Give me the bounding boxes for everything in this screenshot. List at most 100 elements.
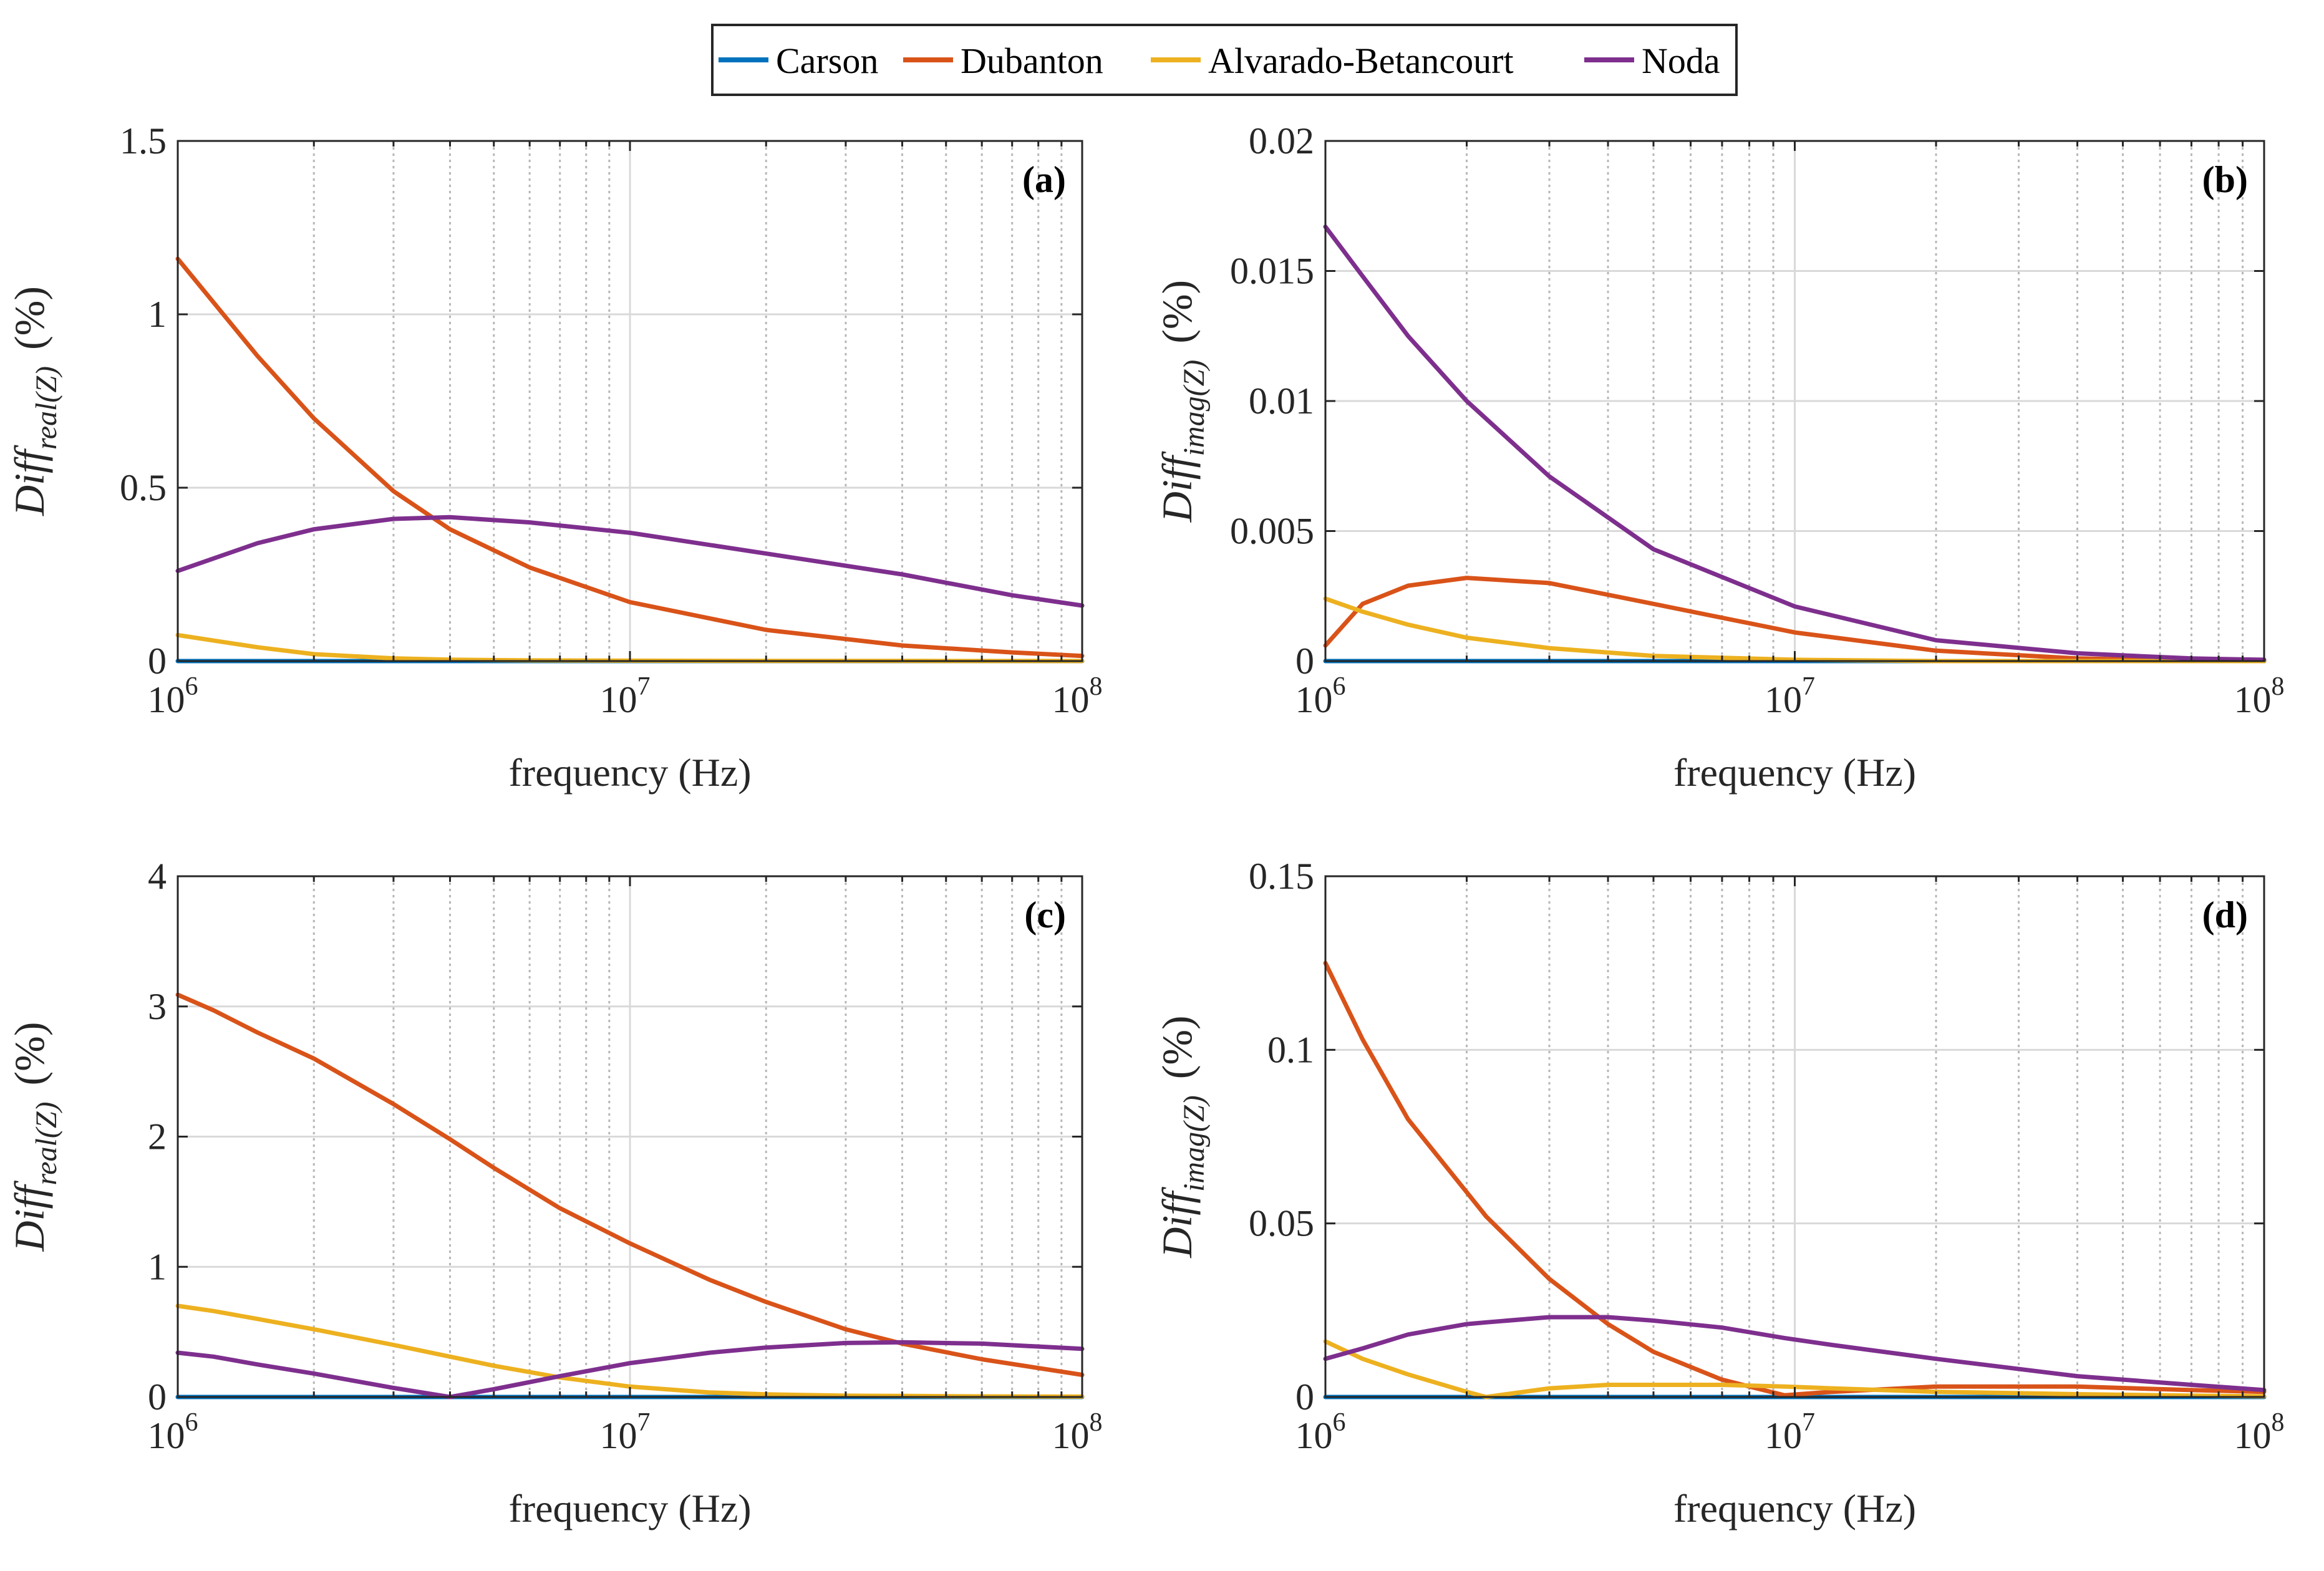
series-line-noda: [175, 1340, 1085, 1399]
series-line-noda: [1323, 1315, 2267, 1393]
x-tick-label: 106: [1295, 672, 1346, 720]
x-tick-exponent: 8: [2272, 1408, 2285, 1437]
y-axis-label-sub: imag(Z): [1178, 1095, 1211, 1192]
x-tick-label: 107: [1765, 672, 1815, 720]
y-tick-label: 0.15: [1249, 856, 1314, 897]
panel-label: (b): [2202, 159, 2248, 200]
x-tick-exponent: 7: [637, 672, 651, 701]
x-tick-label: 107: [600, 1408, 651, 1456]
y-tick-label: 0.005: [1230, 511, 1314, 552]
x-tick-label: 106: [148, 1408, 198, 1456]
x-tick-exponent: 6: [1333, 1408, 1346, 1437]
x-axis-label: frequency (Hz): [1673, 1486, 1916, 1530]
x-tick-base: 10: [1295, 679, 1333, 720]
y-tick-label: 1: [148, 294, 167, 335]
series-line-alvarado-betancourt: [1323, 1339, 2267, 1399]
y-axis-label-sub: real(Z): [30, 1101, 63, 1185]
y-tick-label: 0.5: [120, 467, 167, 508]
x-tick-exponent: 8: [1090, 672, 1103, 701]
x-tick-label: 108: [1052, 1408, 1103, 1456]
y-tick-label: 0: [148, 640, 167, 682]
y-axis-label: Diffimag(Z) (%): [1153, 1015, 1211, 1258]
x-tick-label: 107: [600, 672, 651, 720]
x-tick-base: 10: [1052, 1415, 1090, 1456]
tick-marks: [177, 875, 1083, 1398]
x-tick-base: 10: [1295, 1415, 1333, 1456]
x-tick-label: 106: [148, 672, 198, 720]
tick-marks: [177, 140, 1083, 662]
y-axis-label-main: Diff: [6, 1181, 53, 1252]
y-axis-label: Diffreal(Z) (%): [6, 1022, 63, 1252]
tick-marks: [1324, 875, 2265, 1398]
y-tick-label: 1.5: [120, 120, 167, 162]
y-tick-label: 3: [148, 986, 167, 1027]
x-tick-base: 10: [1765, 1415, 1802, 1456]
y-tick-label: 2: [148, 1116, 167, 1158]
series-line-dubanton: [175, 256, 1085, 659]
panel-label: (d): [2202, 894, 2248, 935]
x-tick-base: 10: [2234, 1415, 2272, 1456]
y-axis-label-unit: (%): [1153, 1015, 1201, 1079]
legend-label-dubanton: Dubanton: [961, 41, 1103, 81]
x-tick-exponent: 6: [1333, 672, 1346, 701]
y-tick-label: 1: [148, 1246, 167, 1287]
legend-label-noda: Noda: [1642, 41, 1720, 81]
y-tick-label: 0.02: [1249, 120, 1314, 162]
legend-label-alvarado-betancourt: Alvarado-Betancourt: [1208, 41, 1514, 81]
x-tick-exponent: 7: [637, 1408, 651, 1437]
x-tick-base: 10: [148, 1415, 185, 1456]
tick-marks: [1324, 140, 2265, 662]
y-tick-label: 0.05: [1249, 1203, 1314, 1244]
y-axis-label-unit: (%): [6, 286, 53, 350]
x-tick-base: 10: [1052, 679, 1090, 720]
x-tick-label: 108: [2234, 672, 2285, 720]
y-tick-label: 4: [148, 856, 167, 897]
x-tick-exponent: 6: [185, 1408, 198, 1437]
y-axis-label-unit: (%): [1153, 280, 1201, 344]
y-tick-label: 0.015: [1230, 251, 1314, 292]
y-axis-label: Diffreal(Z) (%): [6, 286, 63, 516]
series-line-noda: [175, 515, 1085, 608]
x-tick-label: 108: [2234, 1408, 2285, 1456]
series-line-dubanton: [175, 992, 1085, 1377]
x-tick-base: 10: [2234, 679, 2272, 720]
x-tick-base: 10: [148, 679, 185, 720]
x-tick-label: 107: [1765, 1408, 1815, 1456]
y-tick-label: 0.1: [1267, 1029, 1314, 1070]
x-tick-exponent: 7: [1802, 672, 1815, 701]
x-tick-label: 108: [1052, 672, 1103, 720]
x-tick-exponent: 6: [185, 672, 198, 701]
x-axis-label: frequency (Hz): [508, 750, 751, 795]
x-tick-label: 106: [1295, 1408, 1346, 1456]
y-axis-label-main: Diff: [1153, 451, 1201, 523]
x-axis-label: frequency (Hz): [1673, 750, 1916, 795]
y-axis-label-main: Diff: [6, 445, 53, 516]
x-tick-base: 10: [600, 1415, 637, 1456]
x-tick-exponent: 8: [1090, 1408, 1103, 1437]
series-line-noda: [1323, 225, 2267, 662]
y-axis-label-sub: real(Z): [30, 366, 63, 450]
x-axis-label: frequency (Hz): [508, 1486, 751, 1530]
x-tick-exponent: 7: [1802, 1408, 1815, 1437]
y-tick-label: 0: [1295, 640, 1314, 682]
y-axis-label-unit: (%): [6, 1022, 53, 1086]
panel-label: (c): [1024, 894, 1066, 935]
y-axis-label-sub: imag(Z): [1178, 360, 1211, 457]
y-tick-label: 0: [148, 1376, 167, 1418]
legend: Carson Dubanton Alvarado-Betancourt Noda: [711, 24, 1738, 96]
y-tick-label: 0: [1295, 1376, 1314, 1418]
y-tick-label: 0.01: [1249, 380, 1314, 422]
legend-box: [711, 24, 1738, 96]
y-axis-label: Diffimag(Z) (%): [1153, 280, 1211, 523]
y-axis-label-main: Diff: [1153, 1187, 1201, 1259]
x-tick-base: 10: [1765, 679, 1802, 720]
series-line-dubanton: [1323, 960, 2267, 1398]
x-tick-exponent: 8: [2272, 672, 2285, 701]
legend-label-carson: Carson: [776, 41, 878, 81]
panel-label: (a): [1022, 159, 1066, 200]
